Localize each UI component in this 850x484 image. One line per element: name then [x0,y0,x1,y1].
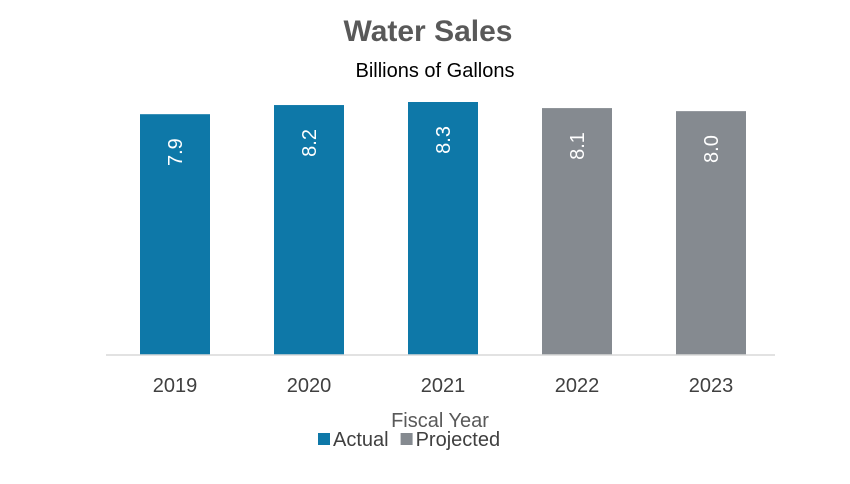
x-tick-2021: 2021 [421,375,466,397]
legend-swatch-projected [400,433,413,445]
data-label-2020: 8.2 [299,129,321,157]
bar-2019 [140,114,210,355]
x-tick-2019: 2019 [153,375,198,397]
bar-2021 [408,102,478,355]
chart-subtitle: Billions of Gallons [356,60,515,82]
legend-label-actual: Actual [333,429,389,451]
bar-2020 [274,105,344,356]
bar-2023 [676,111,746,355]
legend: Actual Projected [318,429,500,451]
data-label-2023: 8.0 [701,135,723,163]
data-label-2022: 8.1 [567,132,589,160]
legend-swatch-actual [318,433,330,445]
data-label-2021: 8.3 [433,126,455,154]
x-tick-2023: 2023 [689,375,734,397]
bars-group: 7.9 8.2 8.3 8.1 8.0 [140,102,746,356]
legend-label-projected: Projected [416,429,501,451]
bar-2022 [542,108,612,356]
chart-title: Water Sales [344,15,513,48]
x-tick-labels: 2019 2020 2021 2022 2023 [153,375,734,397]
x-axis-title: Fiscal Year [391,410,489,432]
x-tick-2020: 2020 [287,375,332,397]
data-label-2019: 7.9 [165,138,187,166]
x-tick-2022: 2022 [555,375,600,397]
